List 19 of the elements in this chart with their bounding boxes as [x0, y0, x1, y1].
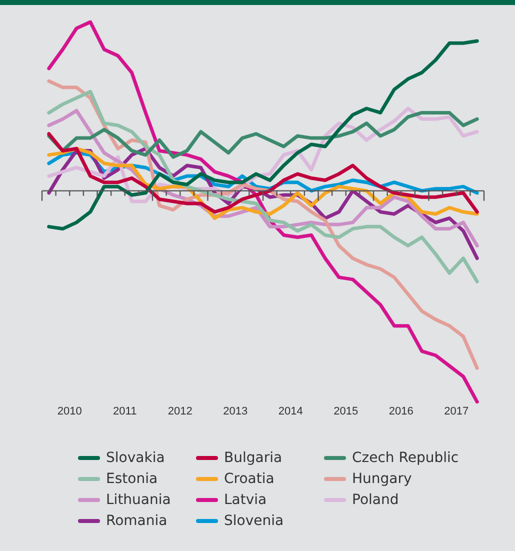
legend-label: Bulgaria — [224, 450, 282, 466]
x-tick-label: 2010 — [57, 405, 82, 418]
legend-label: Poland — [352, 492, 399, 508]
legend-label: Slovakia — [106, 450, 165, 466]
legend-label: Slovenia — [224, 513, 284, 529]
x-tick-label: 2016 — [388, 405, 414, 418]
x-tick-label: 2011 — [113, 405, 137, 418]
x-tick-label: 2017 — [444, 405, 469, 418]
legend-label: Croatia — [224, 471, 274, 487]
x-tick-label: 2014 — [278, 405, 303, 418]
x-tick-label: 2013 — [223, 405, 248, 418]
legend-label: Lithuania — [106, 492, 171, 508]
legend-label: Estonia — [106, 471, 158, 487]
legend-label: Hungary — [352, 471, 412, 487]
x-tick-label: 2012 — [168, 405, 192, 418]
legend-label: Czech Republic — [352, 450, 459, 466]
x-tick-label: 2015 — [334, 405, 358, 418]
legend-label: Latvia — [224, 492, 267, 508]
legend-label: Romania — [106, 513, 168, 529]
